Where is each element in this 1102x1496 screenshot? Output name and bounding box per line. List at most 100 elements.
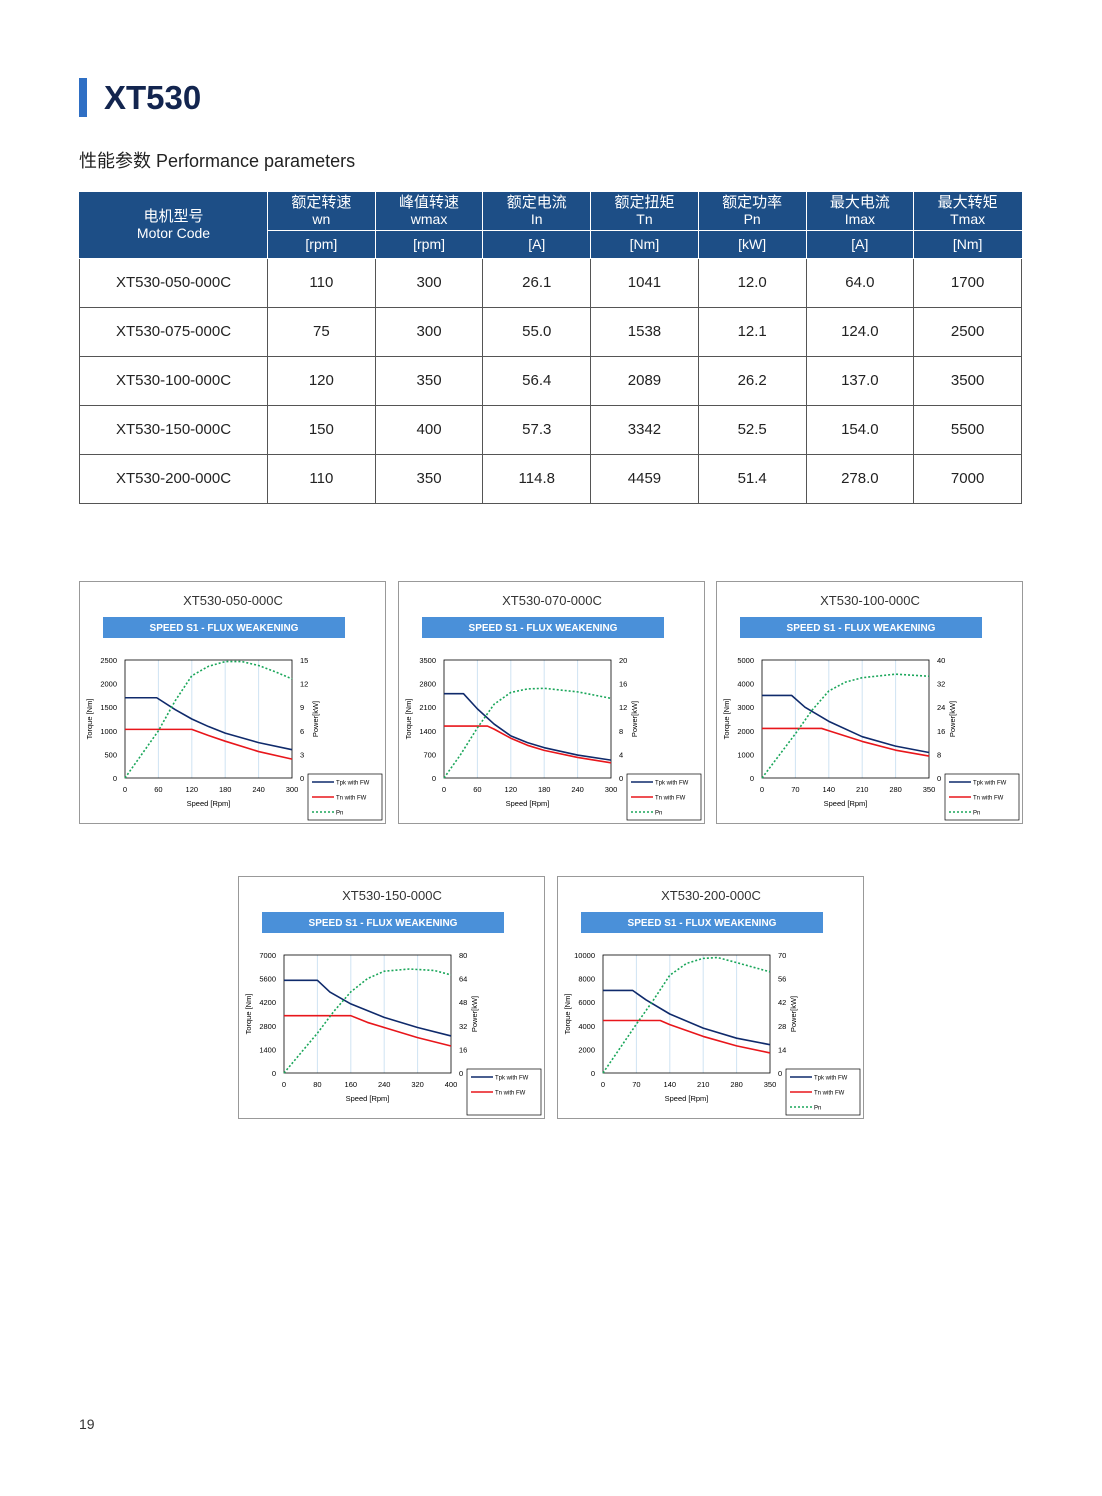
y2-tick-label: 64: [459, 975, 467, 984]
legend-label: Tn with FW: [973, 796, 1004, 802]
table-cell: 1041: [590, 257, 699, 308]
chart-legend: Tpk with FW Tn with FW: [466, 1068, 542, 1116]
y-tick-label: 0: [113, 774, 117, 783]
x-tick-label: 300: [605, 785, 618, 794]
column-unit: [A]: [482, 230, 592, 259]
table-cell: 114.8: [482, 453, 592, 504]
chart-banner-text: SPEED S1 - FLUX WEAKENING: [150, 623, 299, 634]
table-row: XT530-200-000C 110 350 114.8 4459 51.4 278.0 70…: [79, 453, 1022, 504]
header-en: Pn: [743, 210, 761, 227]
y2-tick-label: 0: [459, 1069, 463, 1078]
y2-axis-label: Power[kW]: [948, 701, 957, 737]
table-cell: 3500: [913, 355, 1022, 406]
table-cell: XT530-050-000C: [79, 257, 268, 308]
y2-tick-label: 6: [300, 727, 304, 736]
header-en: Imax: [844, 210, 876, 227]
x-tick-label: 0: [282, 1080, 286, 1089]
y-tick-label: 4000: [578, 1022, 595, 1031]
header-cn: 峰值转速: [399, 193, 460, 211]
series-line-tn-with-fw: [444, 725, 612, 764]
table-cell: 26.2: [697, 355, 807, 406]
table-cell: 57.3: [482, 404, 592, 455]
x-tick-label: 0: [123, 785, 127, 794]
x-tick-label: 80: [313, 1080, 321, 1089]
x-tick-label: 240: [571, 785, 584, 794]
table-cell: XT530-075-000C: [79, 306, 268, 357]
chart-banner-text: SPEED S1 - FLUX WEAKENING: [628, 918, 777, 929]
y-tick-label: 2000: [578, 1045, 595, 1054]
chart-title: XT530-070-000C: [502, 593, 602, 608]
chart-legend: Tpk with FW Tn with FW Pn: [626, 773, 702, 821]
table-cell: 64.0: [805, 257, 915, 308]
column-header: 最大转矩 Tmax: [913, 192, 1022, 231]
y2-tick-label: 80: [459, 951, 467, 960]
y-tick-label: 2000: [737, 727, 754, 736]
table-cell: 350: [374, 453, 484, 504]
y2-tick-label: 12: [619, 703, 627, 712]
chart-banner: [103, 617, 345, 638]
chart-banner-text: SPEED S1 - FLUX WEAKENING: [309, 918, 458, 929]
y-tick-label: 6000: [578, 998, 595, 1007]
header-en: Tn: [636, 210, 653, 227]
chart-banner: [422, 617, 664, 638]
series-line-pn: [283, 968, 452, 1074]
series-line-tn-with-fw: [762, 727, 930, 757]
x-axis-label: Speed [Rpm]: [665, 1094, 709, 1103]
x-tick-label: 400: [445, 1080, 458, 1089]
table-cell: 110: [267, 257, 376, 308]
header-cn: 最大转矩: [937, 193, 998, 211]
y-tick-label: 500: [104, 750, 117, 759]
y2-tick-label: 14: [778, 1045, 786, 1054]
x-tick-label: 320: [411, 1080, 424, 1089]
column-header-motor-code: 电机型号 Motor Code: [79, 192, 268, 259]
table-cell: 5500: [913, 404, 1022, 455]
chart-title: XT530-200-000C: [661, 888, 761, 903]
y-tick-label: 0: [750, 774, 754, 783]
y2-tick-label: 24: [937, 703, 945, 712]
series-line-pn: [124, 660, 293, 779]
legend-label: Tpk with FW: [973, 781, 1007, 787]
y-tick-label: 2800: [419, 680, 436, 689]
y2-tick-label: 32: [459, 1022, 467, 1031]
y2-tick-label: 3: [300, 750, 304, 759]
table-cell: 7000: [913, 453, 1022, 504]
column-unit: [A]: [805, 230, 915, 259]
table-cell: 2500: [913, 306, 1022, 357]
x-axis-label: Speed [Rpm]: [506, 799, 550, 808]
y-tick-label: 2800: [259, 1022, 276, 1031]
y-axis-label: Torque [Nm]: [563, 994, 572, 1035]
y2-tick-label: 15: [300, 656, 308, 665]
table-cell: 350: [374, 355, 484, 406]
y-tick-label: 10000: [574, 951, 595, 960]
legend-label: Tn with FW: [655, 796, 686, 802]
table-cell: 2089: [590, 355, 699, 406]
y2-axis-label: Power[kW]: [630, 701, 639, 737]
x-tick-label: 0: [442, 785, 446, 794]
x-tick-label: 210: [856, 785, 869, 794]
chart-title: XT530-150-000C: [342, 888, 442, 903]
table-row: XT530-100-000C 120 350 56.4 2089 26.2 137.0 350…: [79, 355, 1022, 406]
y-axis-label: Torque [Nm]: [722, 699, 731, 740]
y2-axis-label: Power[kW]: [789, 996, 798, 1032]
series-line-pn: [761, 673, 930, 779]
series-line-tpk-with-fw: [125, 696, 293, 751]
chart-title: XT530-100-000C: [820, 593, 920, 608]
plot-area: [602, 954, 771, 1074]
page-title: XT530: [104, 79, 202, 116]
performance-table: 电机型号 Motor Code 额定转速 wn 峰值转速 wmax 额定电流 In 额定扭矩 Tn…: [79, 192, 1022, 504]
x-axis-label: Speed [Rpm]: [824, 799, 868, 808]
y-tick-label: 2000: [100, 680, 117, 689]
x-tick-label: 180: [538, 785, 551, 794]
header-cn: 电机型号: [143, 207, 204, 225]
series-line-tn-with-fw: [603, 1019, 771, 1054]
plot-area: [124, 659, 293, 779]
series-line-tpk-with-fw: [284, 979, 452, 1037]
plot-area: [283, 954, 452, 1074]
table-cell: 124.0: [805, 306, 915, 357]
x-tick-label: 350: [923, 785, 936, 794]
header-en: wmax: [410, 210, 448, 227]
x-tick-label: 210: [697, 1080, 710, 1089]
x-tick-label: 70: [791, 785, 799, 794]
legend-label: Tn with FW: [814, 1091, 845, 1097]
table-cell: 3342: [590, 404, 699, 455]
